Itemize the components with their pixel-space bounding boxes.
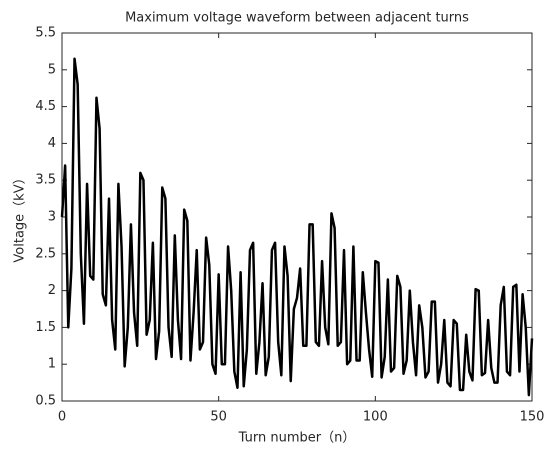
y-tick-label: 3: [48, 210, 56, 225]
y-tick-label: 4: [48, 136, 56, 151]
y-tick-label: 0.5: [35, 394, 56, 409]
x-tick-label: 50: [210, 410, 227, 425]
y-tick-label: 2.5: [35, 246, 56, 261]
x-tick-label: 150: [520, 410, 545, 425]
x-tick-label: 0: [58, 410, 66, 425]
y-tick-label: 5: [48, 62, 56, 77]
x-tick-label: 100: [363, 410, 388, 425]
y-tick-label: 5.5: [35, 26, 56, 41]
y-tick-label: 1.5: [35, 320, 56, 335]
y-axis-label: Voltage（kV）: [13, 171, 28, 262]
y-tick-label: 4.5: [35, 99, 56, 114]
y-tick-label: 2: [48, 283, 56, 298]
plot-frame: [61, 32, 533, 402]
x-axis-label: Turn number（n）: [238, 431, 356, 446]
data-line: [60, 57, 534, 397]
y-tick-label: 1: [48, 357, 56, 372]
chart-title: Maximum voltage waveform between adjacen…: [125, 11, 469, 26]
y-tick-label: 3.5: [35, 173, 56, 188]
